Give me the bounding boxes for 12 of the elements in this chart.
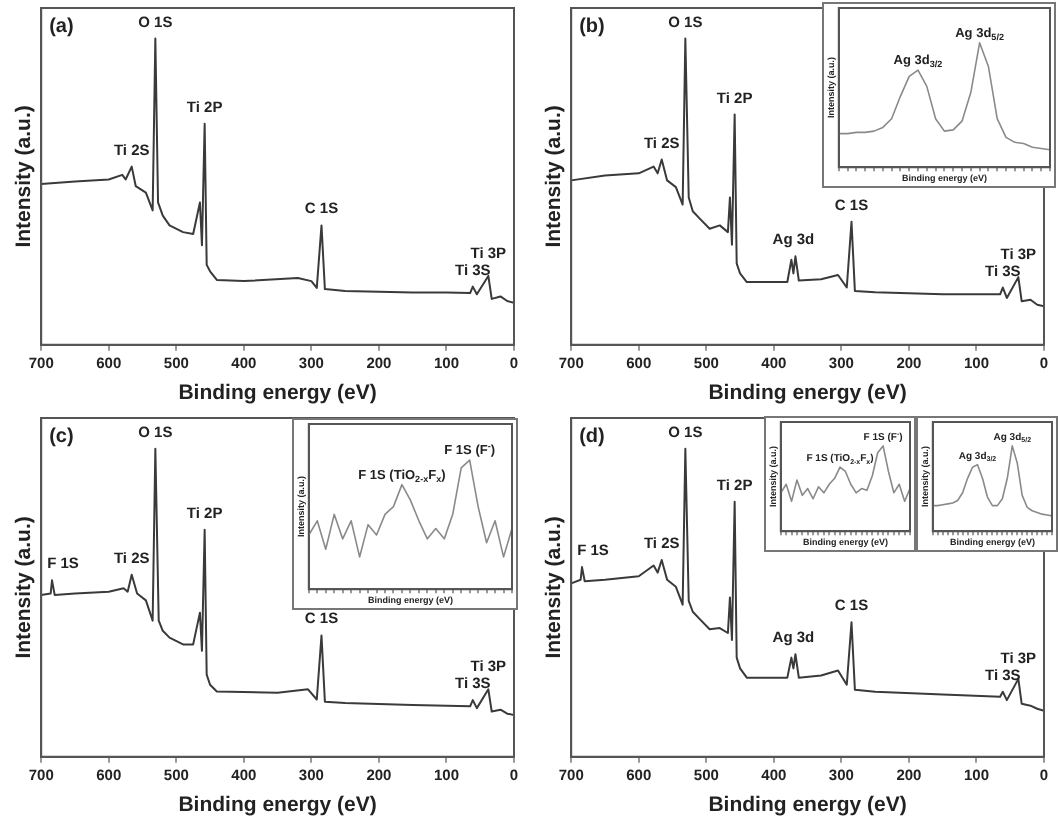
y-axis-title: Intensity (a.u.)	[12, 105, 37, 248]
y-axis-title: Intensity (a.u.)	[542, 105, 567, 248]
text: (c)	[49, 426, 74, 448]
x-axis-title: Binding energy (eV)	[708, 793, 907, 818]
x-axis-title: Binding energy (eV)	[178, 381, 377, 406]
x-axis-title: Binding energy (eV)	[708, 381, 907, 406]
text: (b)	[579, 16, 605, 38]
y-axis-title: Intensity (a.u.)	[12, 516, 37, 659]
text: (d)	[579, 426, 605, 448]
y-axis-title: Intensity (a.u.)	[542, 516, 567, 659]
text: (a)	[49, 16, 74, 38]
x-axis-title: Binding energy (eV)	[178, 793, 377, 818]
